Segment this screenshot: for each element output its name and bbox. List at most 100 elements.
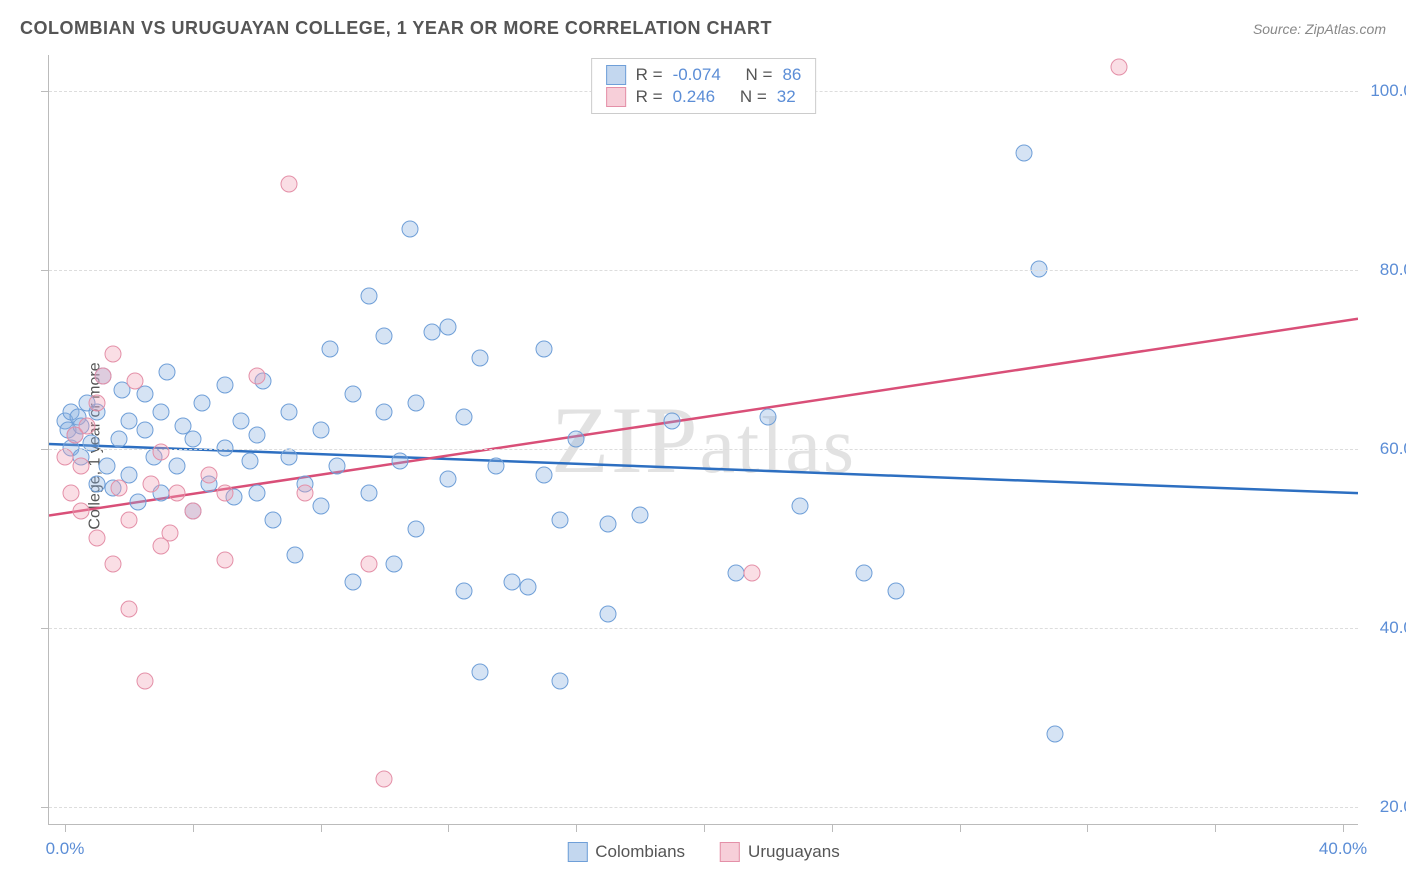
scatter-point xyxy=(344,386,361,403)
scatter-point xyxy=(216,377,233,394)
legend-item-colombians: Colombians xyxy=(567,842,685,862)
legend-label: Uruguayans xyxy=(748,842,840,862)
swatch-pink-icon xyxy=(720,842,740,862)
x-tick-mark xyxy=(321,824,322,832)
r-value: -0.074 xyxy=(673,65,721,85)
chart-header: COLOMBIAN VS URUGUAYAN COLLEGE, 1 YEAR O… xyxy=(20,18,1386,39)
scatter-point xyxy=(127,372,144,389)
scatter-point xyxy=(392,453,409,470)
y-tick-mark xyxy=(41,91,49,92)
scatter-point xyxy=(600,605,617,622)
scatter-point xyxy=(184,431,201,448)
scatter-point xyxy=(456,583,473,600)
scatter-point xyxy=(152,444,169,461)
scatter-point xyxy=(88,475,105,492)
scatter-point xyxy=(72,457,89,474)
scatter-point xyxy=(248,426,265,443)
watermark: ZIPatlas xyxy=(551,385,856,495)
scatter-point xyxy=(264,511,281,528)
x-tick-mark xyxy=(1343,824,1344,832)
chart-plot-area: ZIPatlas R = -0.074 N = 86 R = 0.246 N =… xyxy=(48,55,1358,825)
scatter-point xyxy=(168,484,185,501)
scatter-point xyxy=(248,484,265,501)
scatter-point xyxy=(376,328,393,345)
swatch-pink-icon xyxy=(606,87,626,107)
scatter-point xyxy=(120,511,137,528)
scatter-point xyxy=(887,583,904,600)
n-label: N = xyxy=(740,87,767,107)
scatter-point xyxy=(552,672,569,689)
scatter-point xyxy=(759,408,776,425)
x-tick-label: 0.0% xyxy=(46,839,85,859)
scatter-point xyxy=(440,319,457,336)
series-legend: Colombians Uruguayans xyxy=(567,842,839,862)
y-tick-mark xyxy=(41,449,49,450)
y-tick-label: 80.0% xyxy=(1368,260,1406,280)
scatter-point xyxy=(72,502,89,519)
scatter-point xyxy=(328,457,345,474)
chart-source: Source: ZipAtlas.com xyxy=(1253,21,1386,37)
scatter-point xyxy=(552,511,569,528)
y-tick-mark xyxy=(41,807,49,808)
scatter-point xyxy=(408,520,425,537)
scatter-point xyxy=(488,457,505,474)
scatter-point xyxy=(88,395,105,412)
x-tick-mark xyxy=(832,824,833,832)
scatter-point xyxy=(520,578,537,595)
scatter-point xyxy=(242,453,259,470)
x-tick-mark xyxy=(576,824,577,832)
scatter-point xyxy=(232,413,249,430)
scatter-point xyxy=(130,493,147,510)
scatter-point xyxy=(743,565,760,582)
scatter-point xyxy=(312,498,329,515)
scatter-point xyxy=(98,457,115,474)
scatter-point xyxy=(1047,726,1064,743)
scatter-point xyxy=(136,422,153,439)
scatter-point xyxy=(159,363,176,380)
scatter-point xyxy=(536,341,553,358)
scatter-point xyxy=(727,565,744,582)
scatter-point xyxy=(168,457,185,474)
y-tick-label: 40.0% xyxy=(1368,618,1406,638)
scatter-point xyxy=(143,475,160,492)
scatter-point xyxy=(111,431,128,448)
scatter-point xyxy=(280,404,297,421)
scatter-point xyxy=(216,551,233,568)
scatter-point xyxy=(855,565,872,582)
gridline xyxy=(49,449,1358,450)
scatter-point xyxy=(152,404,169,421)
scatter-point xyxy=(504,574,521,591)
n-label: N = xyxy=(746,65,773,85)
legend-item-uruguayans: Uruguayans xyxy=(720,842,840,862)
scatter-point xyxy=(402,220,419,237)
scatter-point xyxy=(376,771,393,788)
scatter-point xyxy=(440,471,457,488)
n-value: 32 xyxy=(777,87,796,107)
scatter-point xyxy=(791,498,808,515)
scatter-point xyxy=(360,287,377,304)
y-tick-label: 60.0% xyxy=(1368,439,1406,459)
scatter-point xyxy=(456,408,473,425)
trendlines-svg xyxy=(49,55,1358,824)
scatter-point xyxy=(312,422,329,439)
r-value: 0.246 xyxy=(673,87,716,107)
x-tick-mark xyxy=(704,824,705,832)
scatter-point xyxy=(95,368,112,385)
scatter-point xyxy=(287,547,304,564)
scatter-point xyxy=(248,368,265,385)
chart-title: COLOMBIAN VS URUGUAYAN COLLEGE, 1 YEAR O… xyxy=(20,18,772,39)
scatter-point xyxy=(360,484,377,501)
scatter-point xyxy=(104,345,121,362)
scatter-point xyxy=(104,556,121,573)
swatch-blue-icon xyxy=(606,65,626,85)
x-tick-mark xyxy=(960,824,961,832)
correlation-legend: R = -0.074 N = 86 R = 0.246 N = 32 xyxy=(591,58,817,114)
n-value: 86 xyxy=(782,65,801,85)
scatter-point xyxy=(79,417,96,434)
x-tick-mark xyxy=(193,824,194,832)
x-tick-mark xyxy=(448,824,449,832)
legend-label: Colombians xyxy=(595,842,685,862)
scatter-point xyxy=(200,466,217,483)
scatter-point xyxy=(136,672,153,689)
y-tick-label: 100.0% xyxy=(1368,81,1406,101)
